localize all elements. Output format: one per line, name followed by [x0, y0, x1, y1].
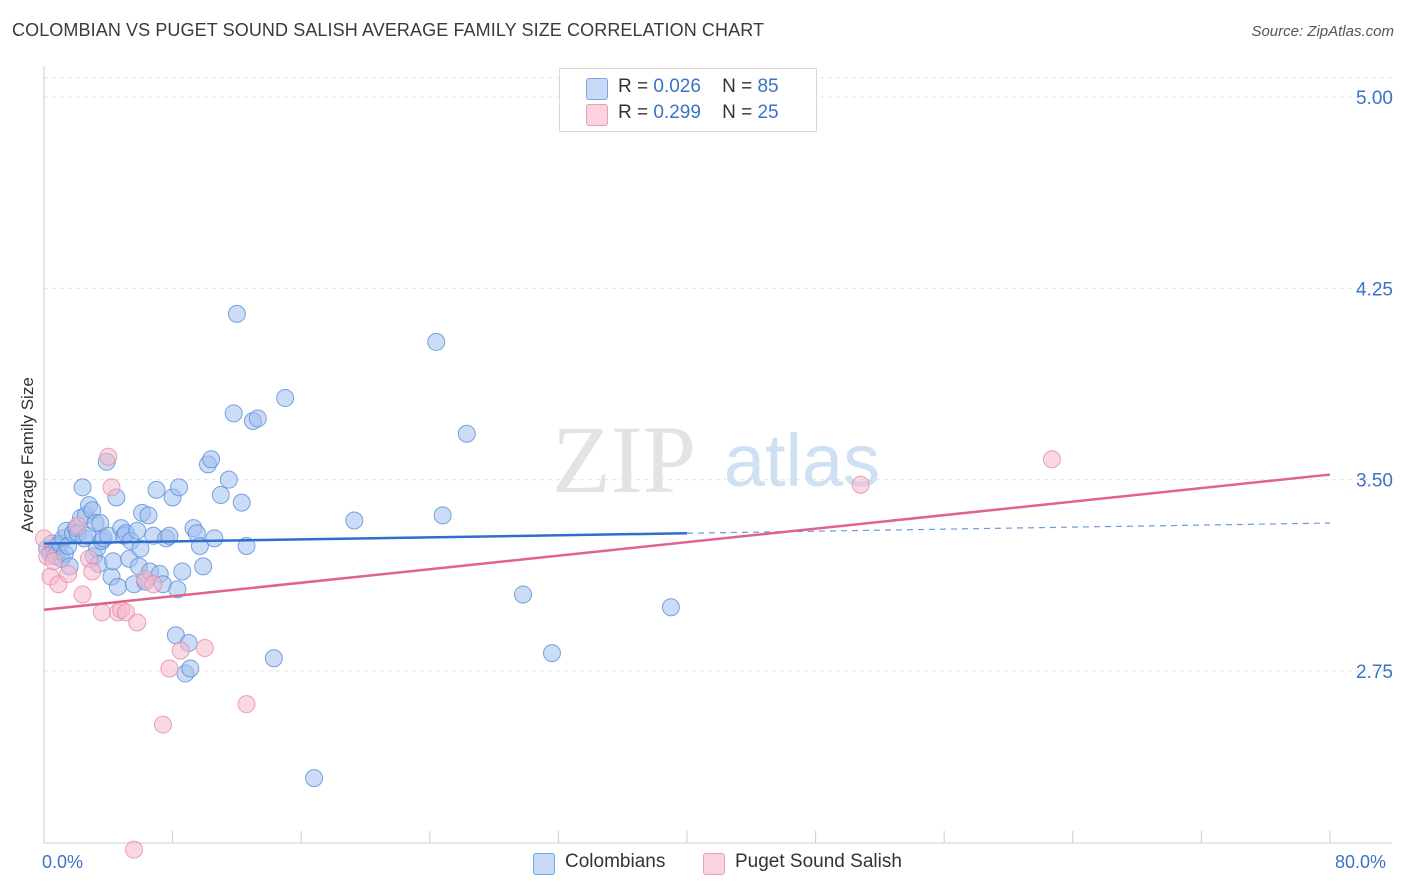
legend-n-value: 85 — [757, 76, 779, 97]
puget-sound-salish-point — [128, 613, 147, 632]
y-tick-label-2: 4.25 — [1356, 279, 1393, 300]
colombians-trend-line-extension — [686, 522, 1331, 534]
puget-sound-salish-point — [171, 641, 190, 660]
watermark-zip: ZIP — [552, 406, 696, 513]
legend-swatch-colombians — [586, 78, 608, 100]
correlation-legend: R = 0.026 N = 85 R = 0.299 N = 25 — [559, 68, 817, 132]
legend-label-puget-sound-salish: Puget Sound Salish — [735, 851, 902, 872]
puget-sound-salish-point — [160, 659, 179, 678]
puget-sound-salish-trend-line — [43, 473, 1331, 612]
colombians-point — [248, 409, 267, 428]
colombians-point — [227, 304, 246, 323]
colombians-point — [661, 598, 680, 617]
colombians-point — [237, 536, 256, 555]
x-tick-label-max: 80.0% — [1335, 852, 1387, 872]
colombians-point — [131, 539, 150, 558]
x-tick-label-min: 0.0% — [42, 852, 84, 872]
puget-sound-salish-point — [144, 575, 163, 594]
colombians-point — [170, 478, 189, 497]
puget-sound-salish-point — [102, 478, 121, 497]
legend-r-value: 0.299 — [653, 102, 701, 123]
y-tick-label-0: 2.75 — [1356, 662, 1393, 683]
puget-sound-salish-point — [125, 840, 144, 859]
puget-sound-salish-point — [116, 603, 135, 622]
legend-swatch-colombians — [533, 853, 555, 875]
puget-sound-salish-point — [237, 695, 256, 714]
watermark: ZIP atlas — [552, 406, 880, 513]
y-tick-label-3: 5.00 — [1356, 88, 1393, 109]
colombians-point — [104, 552, 123, 571]
axes — [43, 66, 1392, 844]
colombians-point — [433, 506, 452, 525]
colombians-point — [160, 526, 179, 545]
legend-n-value: 25 — [757, 102, 779, 123]
data-points — [35, 304, 1061, 859]
colombians-point — [345, 511, 364, 530]
y-tick-label-1: 3.50 — [1356, 471, 1393, 492]
colombians-point — [139, 506, 158, 525]
colombians-point — [211, 485, 230, 504]
colombians-point — [202, 450, 221, 469]
legend-r-label: R = — [618, 76, 649, 97]
legend-n-label: N = — [722, 102, 753, 123]
legend-swatch-puget-sound-salish — [703, 853, 725, 875]
puget-sound-salish-point — [73, 585, 92, 604]
colombians-point — [514, 585, 533, 604]
puget-sound-salish-point — [83, 562, 102, 581]
colombians-point — [276, 389, 295, 408]
chart-title: COLOMBIAN VS PUGET SOUND SALISH AVERAGE … — [12, 20, 765, 40]
colombians-point — [305, 769, 324, 788]
puget-sound-salish-point — [44, 552, 63, 571]
colombians-point — [232, 493, 251, 512]
colombians-point — [264, 649, 283, 668]
colombians-trend-line — [43, 531, 688, 545]
legend-r-label: R = — [618, 102, 649, 123]
y-tick-labels: 2.75 3.50 4.25 5.00 — [1356, 88, 1393, 683]
colombians-point — [427, 332, 446, 351]
colombians-point — [219, 470, 238, 489]
colombians-point — [173, 562, 192, 581]
colombians-point — [73, 478, 92, 497]
legend-swatch-puget-sound-salish — [586, 104, 608, 126]
puget-sound-salish-point — [92, 603, 111, 622]
puget-sound-salish-point — [153, 715, 172, 734]
colombians-point — [194, 557, 213, 576]
colombians-point — [542, 644, 561, 663]
grid-lines — [44, 77, 1392, 672]
trend-lines — [43, 473, 1331, 612]
puget-sound-salish-point — [99, 447, 118, 466]
legend-label-colombians: Colombians — [565, 851, 666, 872]
puget-sound-salish-point — [851, 475, 870, 494]
legend-n-label: N = — [722, 76, 753, 97]
colombians-point — [457, 424, 476, 443]
colombians-point — [181, 659, 200, 678]
legend-r-value: 0.026 — [653, 76, 701, 97]
colombians-point — [147, 480, 166, 499]
colombians-point — [224, 404, 243, 423]
colombians-point — [168, 580, 187, 599]
y-axis-label: Average Family Size — [18, 377, 37, 533]
puget-sound-salish-point — [68, 516, 87, 535]
source-label: Source: ZipAtlas.com — [1251, 23, 1394, 40]
puget-sound-salish-point — [195, 639, 214, 658]
puget-sound-salish-point — [59, 565, 78, 584]
colombians-point — [128, 521, 147, 540]
colombians-point — [108, 577, 127, 596]
puget-sound-salish-point — [1042, 450, 1061, 469]
colombians-point — [205, 529, 224, 548]
